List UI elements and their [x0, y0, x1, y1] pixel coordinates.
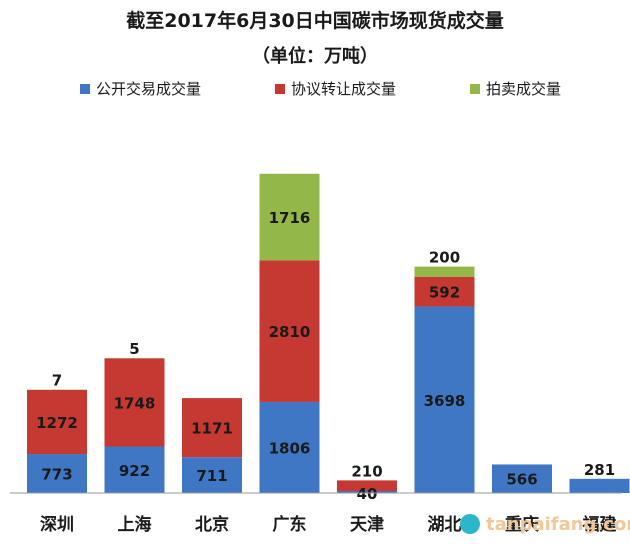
legend-label-1: 协议转让成交量: [291, 80, 396, 98]
bar-label-0-0: 773: [41, 466, 72, 484]
bar-label-5-0: 3698: [424, 392, 466, 410]
bar-label-5-2: 200: [429, 249, 460, 267]
bar-3-2: [259, 173, 320, 261]
bar-label-3-0: 1806: [269, 439, 311, 457]
legend-label-0: 公开交易成交量: [96, 80, 201, 98]
bar-4-0: [337, 490, 397, 493]
bar-label-2-0: 711: [196, 467, 227, 485]
bar-label-5-1: 592: [429, 284, 460, 302]
category-label-5: 湖北: [428, 515, 462, 535]
category-label-4: 天津: [350, 514, 384, 535]
bar-label-3-2: 1716: [269, 209, 311, 227]
bar-label-2-1: 1171: [191, 420, 233, 438]
bar-3-0: [259, 401, 320, 493]
bar-2-1: [182, 398, 242, 458]
bar-label-1-1: 1748: [114, 394, 156, 412]
bar-5-1: [414, 276, 475, 307]
category-label-1: 上海: [118, 514, 152, 535]
category-label-6: 重庆: [505, 514, 539, 535]
bar-label-6-0: 566: [506, 471, 537, 489]
bar-5-2: [414, 266, 475, 277]
bar-1-0: [104, 446, 165, 493]
bar-0-0: [27, 454, 87, 493]
category-labels: 深圳 上海 北京 广东 天津 湖北 重庆 福建: [40, 514, 617, 535]
legend-swatch-2: [470, 84, 480, 94]
bar-6-0: [492, 464, 552, 493]
bar-label-0-1: 1272: [36, 414, 78, 432]
bar-0-1: [27, 389, 87, 455]
bar-label-4-0: 40: [357, 485, 378, 503]
bar-label-0-2: 7: [52, 372, 62, 390]
legend: 公开交易成交量 协议转让成交量 拍卖成交量: [80, 80, 561, 98]
bar-1-1: [104, 358, 165, 447]
legend-label-2: 拍卖成交量: [486, 80, 561, 98]
watermark: tanpaifang.com: [460, 514, 630, 535]
bar-3-1: [259, 260, 320, 402]
chart-title: 截至2017年6月30日中国碳市场现货成交量: [126, 9, 504, 32]
legend-swatch-1: [275, 84, 285, 94]
bar-5-0: [414, 306, 475, 493]
watermark-logo-icon: [460, 514, 480, 534]
bar-2-0: [182, 457, 242, 493]
category-label-0: 深圳: [40, 514, 74, 535]
bar-label-3-1: 2810: [269, 323, 311, 341]
legend-swatch-0: [80, 84, 90, 94]
chart-subtitle: （单位：万吨）: [252, 45, 378, 67]
category-label-2: 北京: [195, 514, 229, 535]
category-label-7: 福建: [582, 514, 617, 535]
bar-4-1: [337, 480, 397, 491]
bar-label-4-1: 210: [351, 462, 382, 480]
bar-7-0: [569, 478, 630, 493]
bar-label-7-0: 281: [584, 461, 615, 479]
category-label-3: 广东: [273, 514, 307, 535]
bars: 773 1272 7 922 1748 5 711 1171 1806 2810 1716 40 210…: [27, 173, 630, 503]
watermark-text: tanpaifang.com: [486, 514, 630, 535]
bar-label-1-2: 5: [129, 340, 139, 358]
bar-label-1-0: 922: [119, 462, 150, 480]
